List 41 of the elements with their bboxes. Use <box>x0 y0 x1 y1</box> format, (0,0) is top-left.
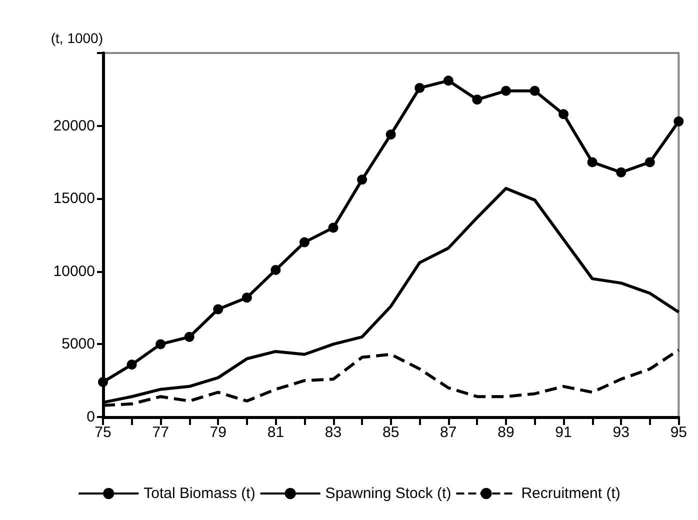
point <box>156 339 166 350</box>
point <box>270 264 281 275</box>
point <box>500 86 511 96</box>
x-tick-label: 89 <box>498 424 514 441</box>
point <box>299 237 310 248</box>
y-tick-label: 5000 <box>62 336 95 353</box>
legend-label: Spawning Stock (t) <box>325 485 452 502</box>
point <box>98 377 108 388</box>
point <box>674 116 684 126</box>
x-tick-label: 87 <box>440 424 457 441</box>
point <box>242 292 252 303</box>
x-tick-label: 83 <box>324 424 342 441</box>
x-tick-label: 77 <box>152 424 169 441</box>
point <box>126 360 137 370</box>
x-tick-label: 75 <box>94 424 112 441</box>
point <box>328 222 338 233</box>
point <box>386 130 396 140</box>
point <box>530 86 540 96</box>
point <box>472 94 482 105</box>
point <box>558 109 569 120</box>
point <box>587 157 598 168</box>
y-tick-label: 15000 <box>53 190 95 208</box>
y-tick-label: 20000 <box>53 117 95 134</box>
x-tick-label: 85 <box>382 424 400 441</box>
point <box>644 157 655 168</box>
point <box>414 82 425 93</box>
point <box>616 167 626 178</box>
y-tick-label: 0 <box>86 408 95 426</box>
point <box>443 76 454 86</box>
x-tick-label: 81 <box>267 424 284 441</box>
x-tick-label: 95 <box>670 424 687 441</box>
x-tick-label: 79 <box>210 424 226 441</box>
x-tick-label: 91 <box>555 424 572 441</box>
y-tick-label: 10000 <box>53 262 95 280</box>
point <box>184 332 194 342</box>
point <box>213 304 224 314</box>
y-axis-title: (t, 1000) <box>50 30 103 46</box>
legend-label: Total Biomass (t) <box>144 485 256 502</box>
x-tick-label: 93 <box>612 424 630 441</box>
legend-label: Recruitment (t) <box>521 485 620 502</box>
point <box>357 174 368 185</box>
